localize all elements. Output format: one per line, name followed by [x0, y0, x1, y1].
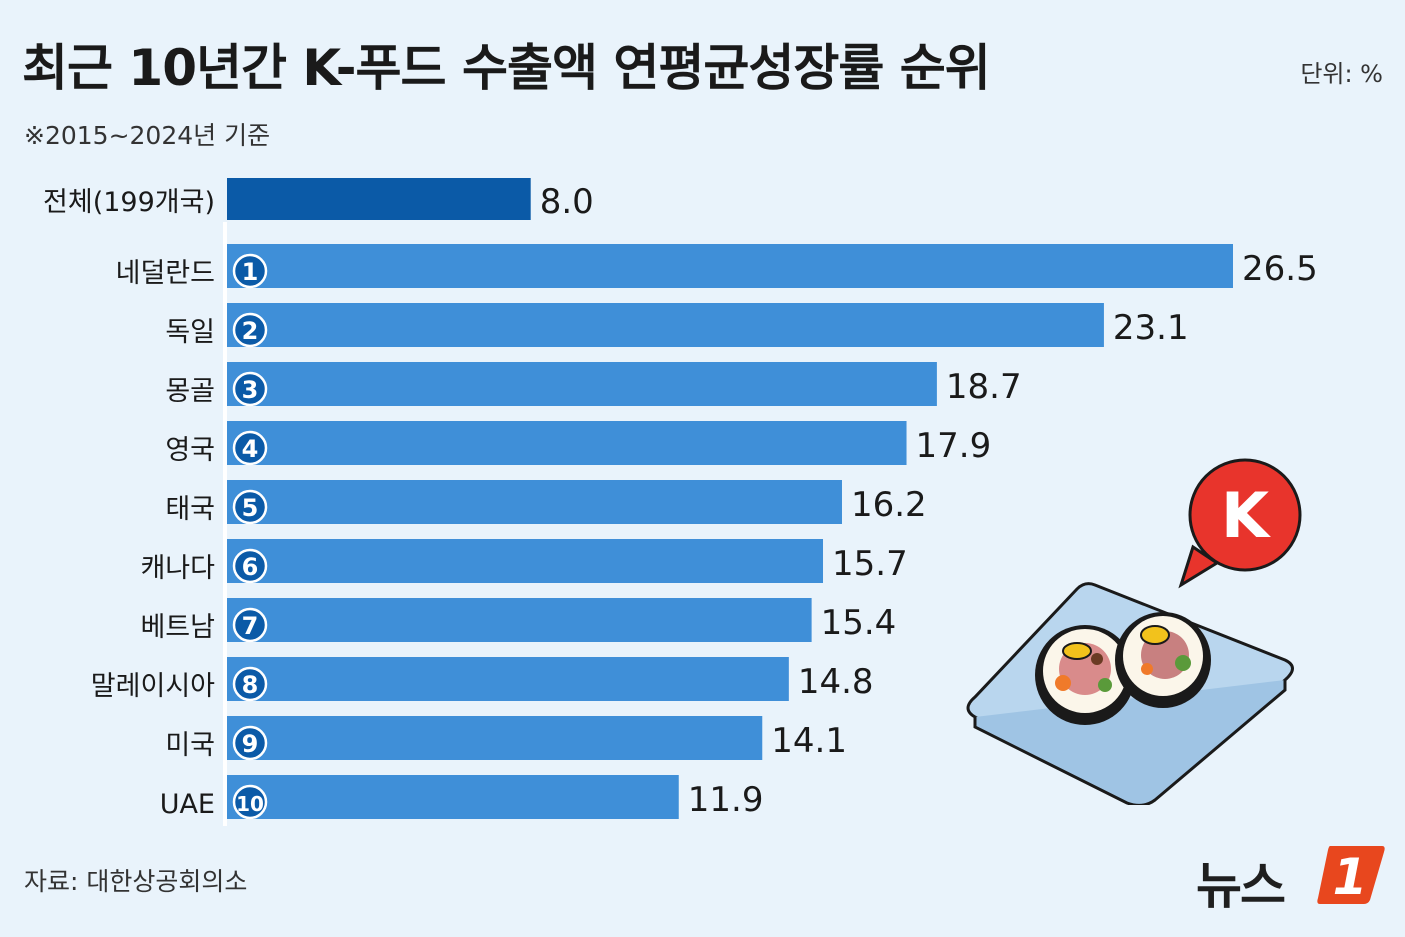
gimbap-icon	[1035, 612, 1211, 725]
logo-mark-text: 1	[1333, 848, 1368, 906]
bar	[227, 421, 907, 465]
value-label: 16.2	[851, 485, 927, 525]
value-label: 26.5	[1242, 249, 1318, 289]
bar	[227, 539, 824, 583]
bar	[227, 775, 679, 819]
category-label: 영국	[165, 435, 215, 466]
axis-baseline	[223, 222, 227, 826]
rank-number: 7	[242, 612, 259, 640]
value-label: 15.7	[832, 544, 908, 584]
value-label: 14.8	[798, 662, 874, 702]
category-label: 캐나다	[140, 553, 215, 584]
category-label: 미국	[165, 730, 215, 761]
rank-badge	[232, 666, 268, 702]
chart-subtitle: ※2015~2024년 기준	[24, 121, 271, 150]
bar-total	[227, 178, 531, 220]
unit-label: 단위: %	[1300, 60, 1383, 88]
bar	[227, 598, 812, 642]
rank-badge	[232, 489, 268, 525]
rank-number: 10	[236, 792, 264, 816]
category-label: 태국	[165, 494, 215, 525]
category-label: 몽골	[165, 376, 215, 407]
k-speech-bubble-icon: K	[1178, 458, 1302, 589]
value-label: 15.4	[821, 603, 897, 643]
k-badge-letter: K	[1221, 479, 1271, 552]
news1-logo: 뉴스 1	[1196, 840, 1391, 915]
bar	[227, 657, 789, 701]
bar	[227, 716, 763, 760]
rank-number: 4	[242, 435, 259, 463]
value-label: 23.1	[1113, 308, 1189, 348]
value-label: 11.9	[688, 780, 764, 820]
bar	[227, 362, 937, 406]
rank-badge	[232, 253, 268, 289]
logo-text: 뉴스	[1196, 857, 1286, 915]
rank-number: 3	[242, 376, 259, 404]
bar	[227, 303, 1104, 347]
rank-badge	[232, 312, 268, 348]
rank-badge	[232, 607, 268, 643]
rank-badge	[232, 548, 268, 584]
category-label: UAE	[160, 789, 215, 820]
value-label: 17.9	[916, 426, 992, 466]
rank-number: 1	[242, 258, 259, 286]
category-label: 베트남	[140, 612, 215, 643]
value-label-total: 8.0	[540, 182, 594, 222]
logo-one-icon: 1	[1317, 846, 1385, 906]
value-label: 18.7	[946, 367, 1022, 407]
rank-number: 6	[242, 553, 259, 581]
source-note: 자료: 대한상공회의소	[24, 867, 248, 896]
value-label: 14.1	[771, 721, 847, 761]
rank-badge	[232, 371, 268, 407]
rank-badge	[232, 725, 268, 761]
gimbap-illustration: K	[966, 458, 1302, 805]
rank-number: 5	[242, 494, 259, 522]
rank-badge	[232, 430, 268, 466]
rank-number: 9	[242, 730, 259, 758]
bar	[227, 480, 842, 524]
category-label: 말레이시아	[91, 671, 215, 702]
category-label: 네덜란드	[116, 258, 215, 289]
bar	[227, 244, 1233, 288]
rank-number: 2	[242, 317, 259, 345]
category-label-total: 전체(199개국)	[43, 187, 215, 218]
rank-number: 8	[242, 671, 259, 699]
chart-title: 최근 10년간 K-푸드 수출액 연평균성장률 순위	[22, 39, 991, 97]
category-label: 독일	[165, 317, 215, 348]
rank-badge	[232, 784, 268, 820]
